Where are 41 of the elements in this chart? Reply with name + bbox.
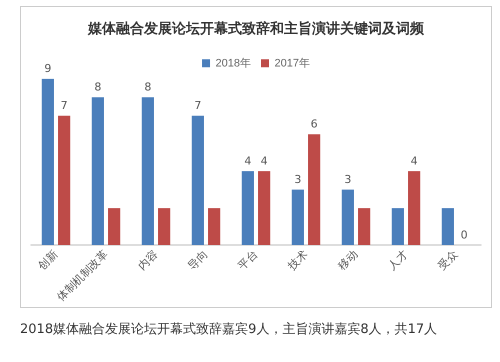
data-label: 8 [94,80,102,94]
bar [108,208,120,245]
bar [342,190,354,245]
bar [192,116,204,245]
x-tick-label: 内容 [136,248,160,272]
x-tick-label: 技术 [284,248,310,274]
data-label: 4 [410,154,418,168]
data-label: 4 [244,154,252,168]
x-tick-label: 导向 [186,248,210,272]
bar [258,171,270,245]
legend-label: 2018年 [216,57,252,70]
data-label: 7 [194,99,202,112]
text: 2018媒体融合发展论坛开幕式致辞嘉宾9人，主旨演讲嘉宾8人，共17人 [20,321,438,338]
bar [308,134,320,245]
bar [92,97,104,245]
data-label: 0 [460,228,468,242]
bar [208,208,220,245]
legend-label: 2017年 [274,57,310,70]
bar [242,171,254,245]
bar [42,78,54,245]
x-tick-label: 创新 [36,248,60,272]
x-tick-label: 移动 [336,248,360,272]
x-tick-label: 受众 [436,248,460,272]
data-label: 8 [144,80,152,94]
bar [442,208,454,245]
data-label: 6 [310,118,318,131]
x-tick-label: 平台 [236,248,260,272]
chart-title: 媒体融合发展论坛开幕式致辞和主旨演讲关键词及词频 [87,20,425,38]
data-label: 3 [294,172,302,186]
data-label: 7 [60,99,68,112]
x-tick-label: 人才 [386,248,410,272]
data-label: 4 [260,154,268,168]
bar [292,190,304,245]
data-label: 3 [344,172,352,186]
data-label: 9 [44,62,52,76]
bar [58,116,70,245]
bar [158,208,170,245]
bar [358,208,370,245]
bar [142,97,154,245]
bar [392,208,404,245]
bar [408,171,420,245]
